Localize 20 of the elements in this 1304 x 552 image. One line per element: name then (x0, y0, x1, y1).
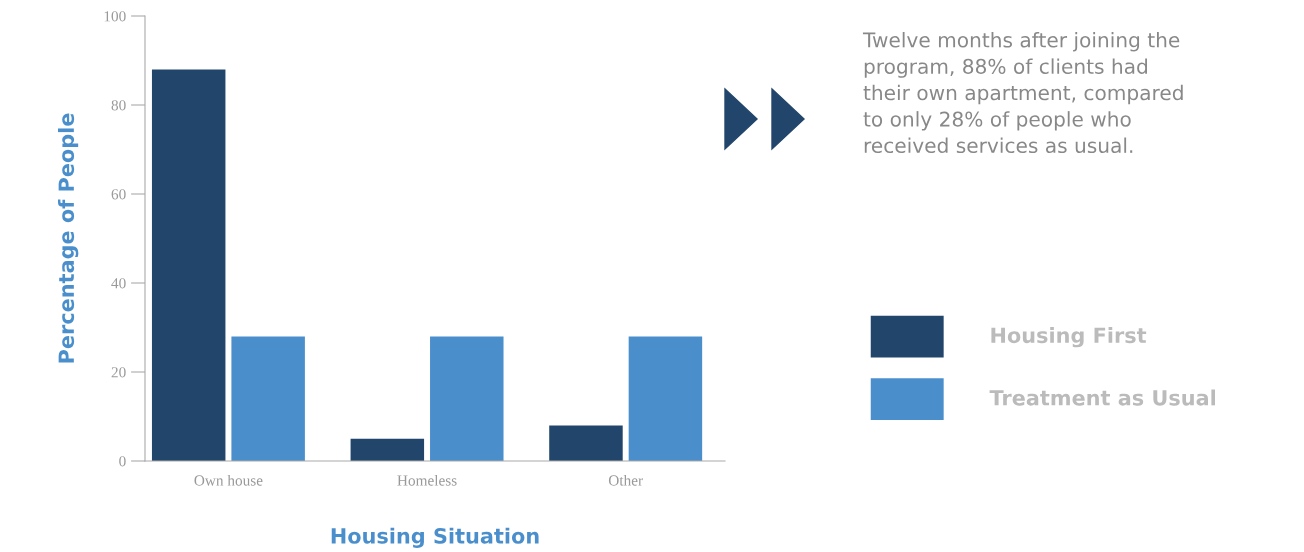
text: Twelve months after joining the program, 88% of clients had their own apartment, compared to only 28% of people who received services as usual. (862, 32, 1183, 154)
y-axis-title: Percentage of People (58, 113, 79, 363)
legend-label: Treatment as Usual (989, 389, 1216, 406)
bar (151, 69, 226, 461)
y-tick-label: 100 (104, 11, 126, 22)
bar (430, 336, 504, 461)
bar (350, 438, 425, 461)
y-tick-label: 80 (111, 100, 126, 111)
x-axis-title: Housing Situation (331, 527, 539, 548)
x-tick-label: Homeless (397, 474, 457, 486)
x-tick-label: Own house (194, 474, 263, 486)
legend-label: Housing First (991, 327, 1147, 348)
bar (549, 425, 623, 461)
x-tick-label: Other (608, 474, 643, 486)
y-tick-label: 40 (111, 278, 126, 289)
bar (628, 336, 703, 461)
y-tick-label: 0 (119, 456, 126, 467)
y-tick-label: 20 (111, 367, 126, 378)
bar (231, 336, 305, 461)
y-tick-label: 60 (111, 189, 126, 200)
